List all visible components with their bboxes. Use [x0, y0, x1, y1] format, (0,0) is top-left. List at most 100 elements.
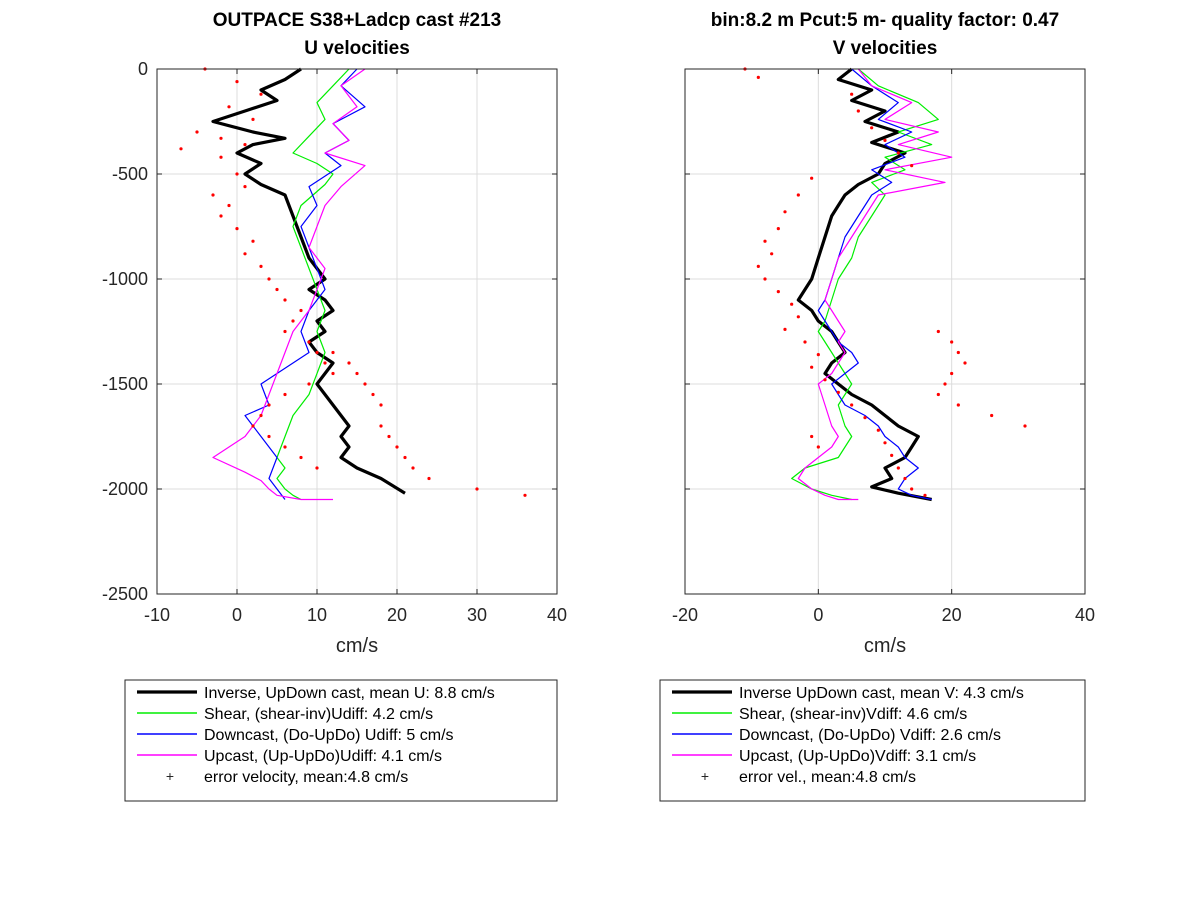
left-error-point: [283, 298, 287, 302]
right-title: bin:8.2 m Pcut:5 m- quality factor: 0.47: [711, 10, 1059, 31]
right-legend-label: Inverse UpDown cast, mean V: 4.3 cm/s: [739, 685, 1024, 702]
right-error-point: [990, 413, 994, 418]
right-error-point: [863, 416, 867, 420]
right-subtitle: V velocities: [833, 38, 938, 59]
left-error-point: [259, 92, 263, 96]
left-plot-area: [179, 67, 527, 501]
left-error-point: [267, 434, 271, 439]
left-legend: Inverse, UpDown cast, mean U: 8.8 cm/s Sh…: [124, 679, 558, 802]
left-error-point: [251, 117, 255, 121]
right-error-point: [936, 329, 940, 334]
left-xtick-label: 10: [307, 605, 327, 625]
right-xtick-label: 40: [1075, 605, 1095, 625]
right-error-point: [943, 382, 947, 386]
right-error-point: [816, 445, 820, 449]
left-error-point: [275, 287, 279, 292]
left-xtick-label: 30: [467, 605, 487, 625]
right-error-point: [756, 264, 760, 268]
right-error-point: [790, 302, 794, 306]
right-error-point: [796, 193, 800, 197]
left-error-point: [411, 466, 415, 470]
right-error-point: [856, 109, 860, 113]
right-error-point: [756, 75, 760, 79]
left-error-point: [219, 214, 223, 218]
right-xtick-label: 0: [813, 605, 823, 625]
right-error-point: [910, 164, 914, 168]
right-series-line-2: [817, 68, 932, 501]
left-xtick-label: -10: [144, 605, 170, 625]
right-error-point: [950, 340, 954, 344]
left-series-line-3: [212, 68, 366, 501]
right-error-point: [963, 361, 967, 365]
right-legend-marker: +: [701, 768, 709, 784]
right-error-point: [1023, 424, 1027, 428]
right-error-point: [810, 365, 814, 369]
left-error-point: [475, 487, 479, 491]
right-error-point: [910, 487, 914, 491]
right-xtick-label: -20: [672, 605, 698, 625]
right-error-point: [776, 290, 780, 294]
left-error-point: [219, 136, 223, 140]
left-error-point: [395, 445, 399, 449]
left-error-point: [283, 392, 287, 397]
right-error-point: [783, 327, 787, 331]
left-error-point: [267, 277, 271, 281]
right-error-point: [776, 227, 780, 231]
left-error-point: [387, 434, 391, 439]
left-error-point: [331, 350, 335, 355]
right-error-point: [770, 252, 774, 256]
right-error-point: [883, 138, 887, 142]
right-legend-label: Upcast, (Up-UpDo)Vdiff: 3.1 cm/s: [739, 748, 976, 765]
right-plot-area: [743, 67, 1027, 502]
right-xtick-label: 20: [942, 605, 962, 625]
left-error-point: [299, 308, 303, 313]
right-error-point: [896, 151, 900, 155]
left-axes-box: [156, 68, 558, 595]
left-error-point: [355, 371, 359, 376]
left-error-point: [179, 147, 183, 151]
left-ytick-label: -1000: [102, 269, 148, 289]
right-error-point: [836, 390, 840, 394]
right-error-point: [956, 350, 960, 355]
left-legend-label: Downcast, (Do-UpDo) Udiff: 5 cm/s: [204, 727, 454, 744]
right-xlabel: cm/s: [864, 635, 906, 657]
left-error-point: [523, 493, 527, 497]
left-error-point: [379, 403, 383, 407]
left-error-point: [283, 329, 287, 334]
right-error-point: [803, 340, 807, 344]
left-ytick-label: 0: [138, 59, 148, 79]
left-xlabel: cm/s: [336, 635, 378, 657]
left-error-point: [323, 361, 327, 365]
left-error-point: [315, 350, 319, 355]
right-series-line-3: [797, 68, 953, 501]
left-ytick-label: -2500: [102, 584, 148, 604]
left-ytick-label: -500: [112, 164, 148, 184]
left-error-point: [363, 382, 367, 386]
left-error-point: [427, 476, 431, 481]
right-error-point: [890, 453, 894, 457]
left-ytick-label: -1500: [102, 374, 148, 394]
right-error-point: [810, 434, 814, 439]
left-error-point: [259, 413, 263, 418]
left-grid: [157, 69, 557, 594]
right-error-point: [810, 176, 814, 180]
left-error-point: [243, 143, 247, 147]
left-error-point: [403, 455, 407, 460]
right-error-point: [816, 353, 820, 357]
right-legend: Inverse UpDown cast, mean V: 4.3 cm/s She…: [659, 679, 1086, 802]
left-error-point: [235, 80, 239, 84]
left-subtitle: U velocities: [304, 38, 410, 59]
left-error-point: [243, 252, 247, 256]
right-panel: bin:8.2 m Pcut:5 m- quality factor: 0.47…: [672, 10, 1095, 657]
right-error-point: [850, 92, 854, 96]
right-error-point: [763, 239, 767, 243]
right-error-point: [763, 277, 767, 281]
left-legend-marker: +: [166, 768, 174, 784]
right-error-point: [870, 126, 874, 130]
left-error-point: [315, 466, 319, 470]
right-legend-label: error vel., mean:4.8 cm/s: [739, 769, 916, 786]
left-error-point: [259, 264, 263, 268]
left-error-point: [331, 371, 335, 376]
left-error-point: [371, 392, 375, 397]
right-legend-box: [659, 679, 1086, 802]
